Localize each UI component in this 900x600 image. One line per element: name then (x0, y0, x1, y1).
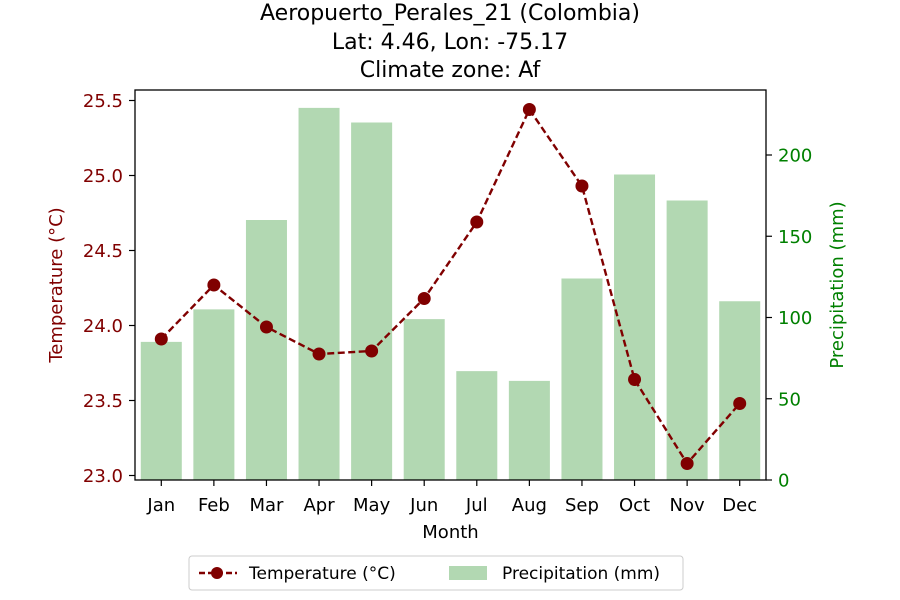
x-tick-label: Apr (303, 495, 335, 516)
x-tick-label: Mar (249, 495, 284, 516)
temperature-point-feb (207, 278, 221, 292)
right-y-tick-label: 0 (778, 471, 789, 492)
temperature-point-jan (154, 332, 168, 346)
temperature-point-dec (733, 397, 747, 410)
x-axis-ticks: Jan Feb Mar Apr May Jun Jul Aug Sep Oct Nov Dec (146, 480, 757, 516)
x-tick-label: Jun (409, 495, 438, 516)
x-tick-label: Sep (565, 495, 599, 516)
temperature-point-nov (680, 457, 694, 470)
chart-title: Aeropuerto_Perales_21 (Colombia) Lat: 4.… (260, 1, 640, 83)
left-y-tick-label: 24.0 (83, 316, 123, 337)
temperature-series (154, 103, 747, 470)
left-y-tick-label: 23.0 (83, 466, 123, 487)
temperature-line (160, 107, 741, 466)
precipitation-bar-apr (298, 107, 340, 480)
temperature-point-sep (575, 179, 589, 193)
temperature-point-apr (312, 347, 326, 361)
left-y-tick-label: 25.5 (83, 91, 123, 112)
left-y-tick-label: 23.5 (83, 391, 123, 412)
temperature-point-oct (628, 373, 642, 386)
precipitation-bar-aug (508, 380, 550, 480)
left-y-tick-label: 25.0 (83, 166, 123, 187)
chart-title-line-2: Lat: 4.46, Lon: -75.17 (332, 30, 568, 55)
legend-precipitation-patch-icon (449, 566, 487, 580)
right-y-tick-label: 200 (778, 146, 812, 167)
x-tick-label: Feb (198, 495, 230, 516)
precipitation-bar-mar (245, 220, 287, 480)
right-y-tick-label: 150 (778, 227, 812, 248)
legend-box (188, 555, 684, 591)
x-tick-label: Jan (146, 495, 175, 516)
temperature-point-mar (259, 320, 273, 334)
right-y-tick-label: 50 (778, 389, 801, 410)
x-tick-label: Nov (670, 495, 705, 516)
temperature-point-jul (470, 215, 484, 229)
precipitation-bar-may (351, 122, 393, 480)
plot-frame (134, 89, 767, 481)
x-tick-label: Dec (722, 495, 757, 516)
legend: Temperature (°C) Precipitation (mm) (188, 555, 684, 591)
right-y-axis-ticks: 0 50 100 150 200 (766, 146, 812, 492)
precipitation-bar-oct (614, 174, 656, 480)
precipitation-bar-jan (140, 341, 182, 480)
legend-temperature-marker-icon (211, 567, 223, 579)
precipitation-bars (140, 107, 761, 480)
temperature-point-jun (417, 292, 431, 305)
legend-precipitation-label: Precipitation (mm) (502, 564, 660, 584)
precipitation-bar-nov (666, 200, 708, 480)
left-y-axis-ticks: 23.0 23.5 24.0 24.5 25.0 25.5 (83, 91, 135, 487)
chart-title-line-3: Climate zone: Af (360, 58, 542, 83)
temperature-point-may (365, 344, 379, 358)
left-y-axis-label: Temperature (°C) (46, 207, 67, 363)
x-axis-label: Month (422, 522, 478, 543)
precipitation-bar-feb (193, 309, 235, 480)
legend-temperature-label: Temperature (°C) (248, 564, 396, 584)
right-y-tick-label: 100 (778, 308, 812, 329)
chart-title-line-1: Aeropuerto_Perales_21 (Colombia) (260, 1, 640, 26)
left-y-tick-label: 24.5 (83, 241, 123, 262)
precipitation-bar-jun (403, 319, 445, 480)
right-y-axis-label: Precipitation (mm) (827, 201, 848, 368)
x-tick-label: Jul (465, 495, 488, 516)
x-tick-label: Aug (512, 495, 547, 516)
precipitation-bar-dec (719, 301, 761, 480)
x-tick-label: May (353, 495, 391, 516)
precipitation-bar-sep (561, 278, 603, 480)
temperature-point-aug (522, 103, 536, 116)
x-tick-label: Oct (619, 495, 650, 516)
precipitation-bar-jul (456, 371, 498, 480)
